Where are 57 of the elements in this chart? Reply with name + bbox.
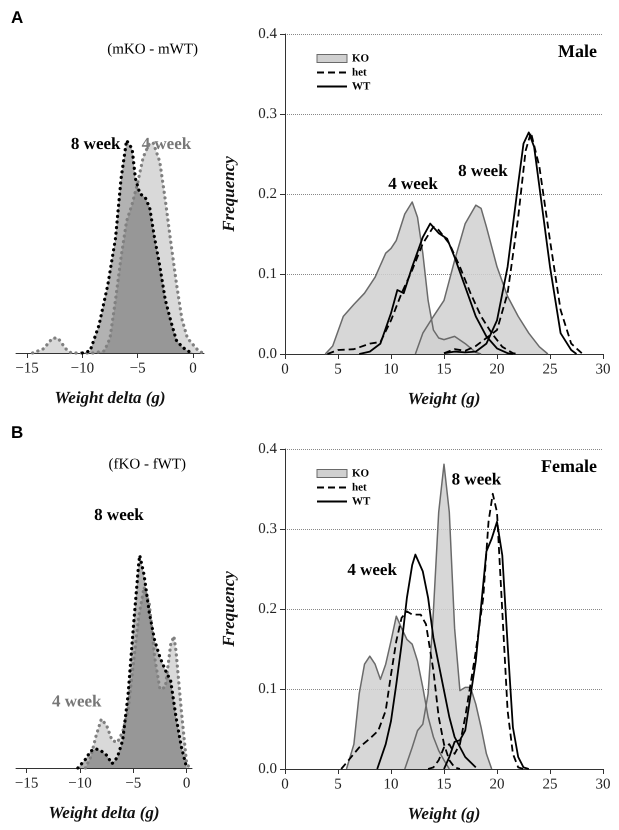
y-tick-label: 0.1	[258, 681, 277, 697]
x-tick-label: 30	[596, 362, 610, 378]
y-tick-label: 0.3	[258, 106, 277, 122]
text: (mKO - mWT)	[107, 42, 198, 58]
y-tick-label: 0.1	[258, 266, 277, 282]
y-tick-label: 0.4	[258, 26, 278, 42]
y-tick-label: 0.0	[258, 761, 277, 777]
x-tick-label: 25	[542, 362, 558, 378]
y-axis-title: Frequency	[219, 570, 238, 648]
chart-title: A	[11, 8, 24, 27]
x-tick-label: −15	[14, 776, 38, 792]
annotation: 4 week	[347, 560, 398, 579]
x-tick-label: −15	[15, 360, 39, 376]
y-tick-label: 0.0	[258, 346, 277, 362]
x-tick-label: 25	[542, 776, 558, 792]
annotation: Female	[541, 456, 598, 476]
x-tick-label: 0	[189, 360, 197, 376]
x-axis-title: Weight (g)	[408, 804, 480, 823]
annotation: 8 week	[458, 161, 508, 180]
x-tick-label: 5	[334, 776, 342, 792]
text: (fKO - fWT)	[108, 456, 186, 472]
x-tick-label: −10	[68, 776, 92, 792]
annotation: 8 week	[452, 469, 502, 488]
x-tick-label: 0	[182, 776, 190, 792]
x-tick-label: 15	[436, 362, 452, 378]
x-tick-label: −5	[130, 360, 146, 376]
x-tick-label: −5	[125, 776, 142, 792]
x-tick-label: 10	[384, 362, 398, 378]
legend-label: WT	[352, 80, 371, 92]
annotation: 4 week	[388, 174, 438, 193]
legend-label: het	[352, 66, 367, 78]
chart-title: B	[11, 423, 24, 442]
y-axis-title: Frequency	[219, 156, 238, 233]
legend-label: KO	[352, 52, 370, 64]
x-tick-label: 30	[596, 776, 610, 792]
legend-label: het	[352, 482, 367, 494]
annotation: Male	[558, 41, 598, 61]
annotation: 4 week	[52, 692, 102, 711]
y-tick-label: 0.2	[258, 601, 277, 617]
x-axis-title: Weight delta (g)	[54, 388, 166, 407]
legend-label: WT	[352, 496, 371, 508]
y-tick-label: 0.4	[258, 441, 278, 457]
x-axis-title: Weight delta (g)	[48, 803, 160, 822]
x-tick-label: 0	[281, 362, 289, 378]
x-tick-label: 20	[490, 776, 504, 792]
y-tick-label: 0.2	[258, 186, 277, 202]
x-axis-title: Weight (g)	[408, 389, 480, 408]
x-tick-label: −10	[70, 360, 94, 376]
x-tick-label: 20	[490, 362, 504, 378]
x-tick-label: 5	[334, 362, 342, 378]
legend-label: KO	[352, 468, 370, 480]
x-tick-label: 15	[436, 776, 452, 792]
annotation: 8 week	[70, 134, 122, 154]
y-tick-label: 0.3	[258, 521, 277, 537]
x-tick-label: 0	[281, 776, 289, 792]
x-tick-label: 10	[384, 776, 398, 792]
text: 8 week	[94, 505, 144, 524]
